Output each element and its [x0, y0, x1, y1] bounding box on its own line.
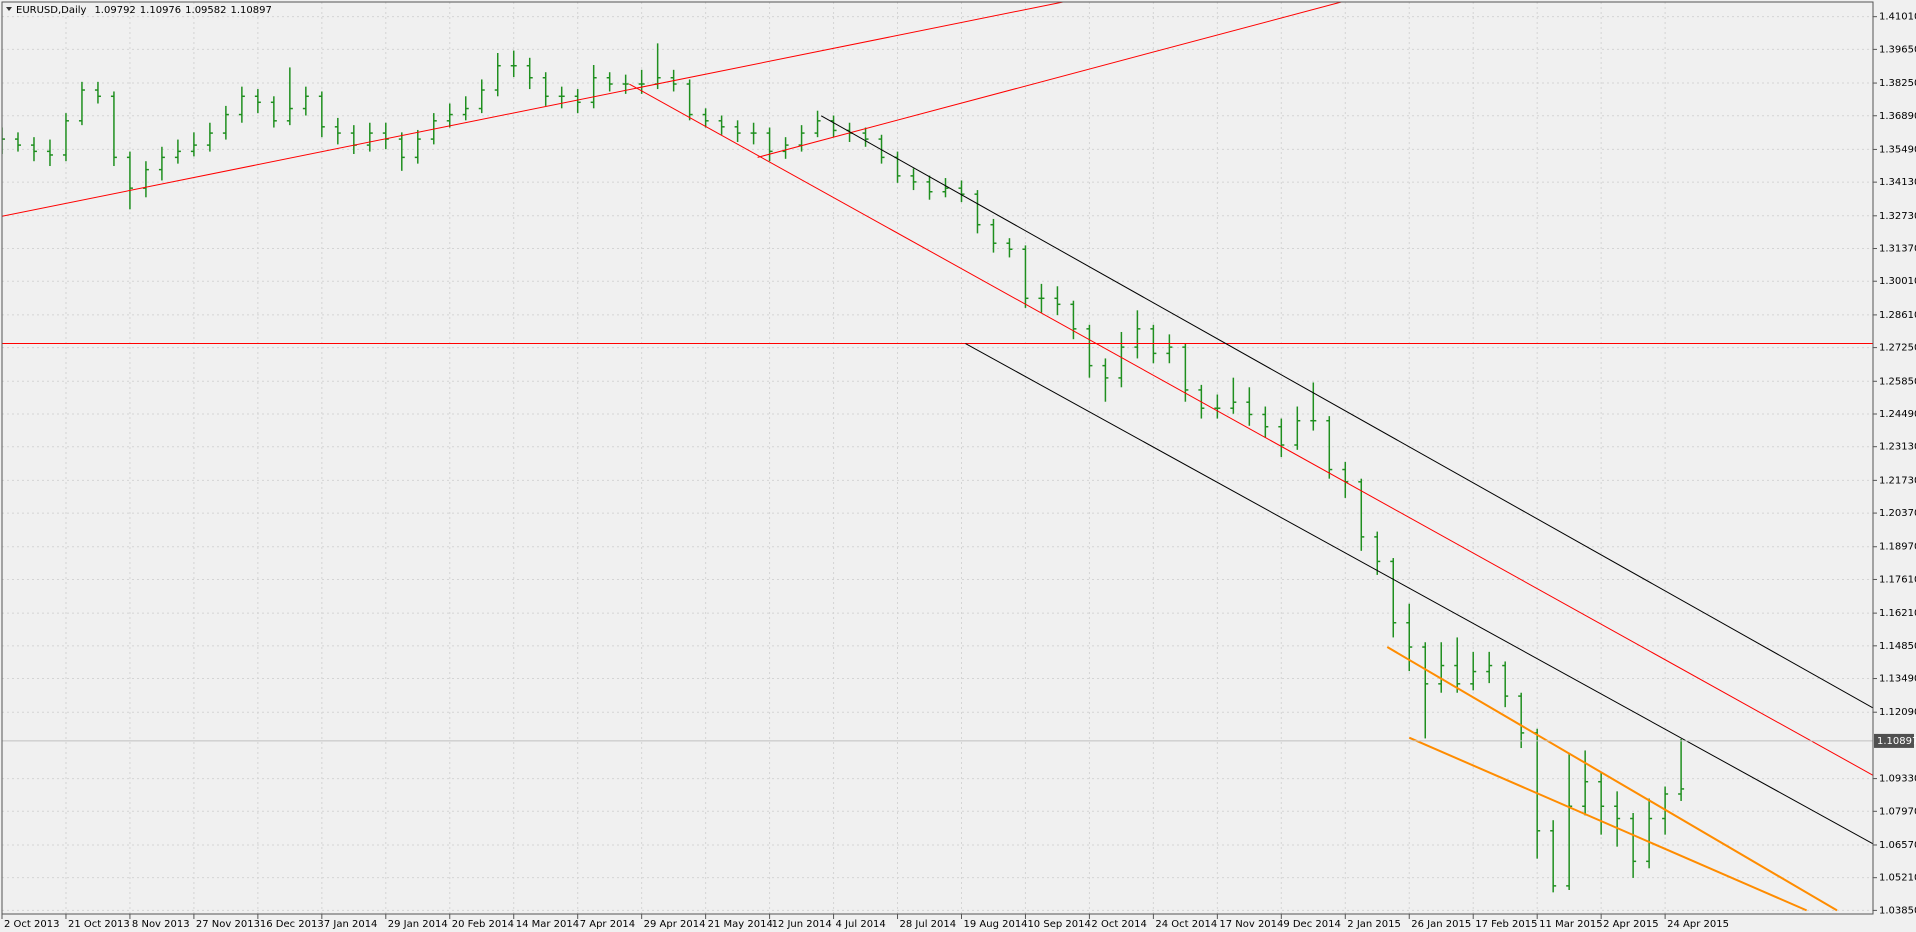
x-tick-label: 4 Jul 2014	[836, 919, 886, 930]
y-tick-label: 1.18970	[1879, 542, 1916, 553]
y-tick-label: 1.35490	[1879, 144, 1916, 155]
y-tick-label: 1.20370	[1879, 508, 1916, 519]
trendline	[757, 2, 1342, 158]
y-tick-label: 1.03850	[1879, 905, 1916, 916]
x-tick-label: 7 Jan 2014	[324, 919, 378, 930]
x-tick-label: 2 Jan 2015	[1347, 919, 1401, 930]
y-tick-label: 1.27250	[1879, 343, 1916, 354]
close: 1.10897	[231, 5, 272, 16]
y-tick-label: 1.17610	[1879, 574, 1916, 585]
trendline	[2, 2, 1064, 217]
axes: 1.41010 1.39650 1.38250 1.36890 1.35490 1.341…	[1, 12, 1916, 930]
x-tick-label: 28 Jul 2014	[900, 919, 957, 930]
y-tick-label: 1.23130	[1879, 442, 1916, 453]
x-tick-label: 8 Nov 2013	[132, 919, 190, 930]
y-tick-label: 1.24490	[1879, 409, 1916, 420]
x-tick-label: 9 Dec 2014	[1283, 919, 1341, 930]
collapse-icon[interactable]	[6, 7, 12, 11]
y-tick-label: 1.34130	[1879, 177, 1916, 188]
x-tick-label: 2 Apr 2015	[1603, 919, 1658, 930]
x-tick-label: 14 Mar 2014	[516, 919, 579, 930]
y-tick-label: 1.39650	[1879, 44, 1916, 55]
x-tick-label: 29 Jan 2014	[388, 919, 448, 930]
x-tick-label: 17 Feb 2015	[1475, 919, 1537, 930]
x-tick-label: 17 Nov 2014	[1219, 919, 1283, 930]
y-tick-label: 1.28610	[1879, 310, 1916, 321]
x-tick-label: 20 Feb 2014	[452, 919, 514, 930]
x-tick-label: 27 Nov 2013	[196, 919, 260, 930]
x-tick-label: 21 May 2014	[708, 919, 773, 930]
y-tick-label: 1.38250	[1879, 78, 1916, 89]
x-tick-label: 12 Jun 2014	[772, 919, 832, 930]
x-tick-label: 26 Jan 2015	[1411, 919, 1471, 930]
chart-header: EURUSD,Daily 1.09792 1.10976 1.09582 1.10897	[16, 5, 272, 16]
plot-area	[2, 2, 1873, 912]
x-tick-label: 24 Apr 2015	[1667, 919, 1729, 930]
trendline	[820, 115, 1873, 709]
y-tick-label: 1.32730	[1879, 211, 1916, 222]
y-tick-label: 1.06570	[1879, 840, 1916, 851]
x-tick-label: 16 Dec 2013	[260, 919, 324, 930]
last-price-box	[1874, 733, 1914, 748]
y-tick-label: 1.05210	[1879, 873, 1916, 884]
x-tick-label: 10 Sep 2014	[1027, 919, 1090, 930]
y-tick-label: 1.25850	[1879, 376, 1916, 387]
x-tick-label: 29 Apr 2014	[644, 919, 706, 930]
trendline	[965, 343, 1873, 845]
trendline	[1408, 736, 1808, 912]
y-tick-label: 1.12090	[1879, 707, 1916, 718]
y-tick-label: 1.31370	[1879, 244, 1916, 255]
high: 1.10976	[140, 5, 181, 16]
y-tick-label: 1.16210	[1879, 608, 1916, 619]
y-tick-label: 1.14850	[1879, 641, 1916, 652]
y-tick-label: 1.41010	[1879, 12, 1916, 23]
y-tick-label: 1.36890	[1879, 111, 1916, 122]
x-tick-label: 19 Aug 2014	[963, 919, 1027, 930]
x-tick-label: 2 Oct 2014	[1091, 919, 1146, 930]
x-tick-label: 21 Oct 2013	[68, 919, 130, 930]
y-tick-label: 1.07970	[1879, 806, 1916, 817]
x-tick-label: 7 Apr 2014	[580, 919, 635, 930]
x-tick-label: 11 Mar 2015	[1539, 919, 1602, 930]
x-tick-label: 2 Oct 2013	[4, 919, 59, 930]
low: 1.09582	[185, 5, 226, 16]
y-tick-label: 1.21730	[1879, 475, 1916, 486]
open: 1.09792	[94, 5, 135, 16]
grid	[1, 2, 1873, 914]
symbol: EURUSD,Daily	[16, 5, 87, 16]
y-tick-label: 1.13490	[1879, 674, 1916, 685]
plot-frame	[1, 1, 1874, 915]
y-tick-label: 1.30010	[1879, 276, 1916, 287]
last-price-label: 1.10897	[1877, 736, 1916, 747]
y-tick-label: 1.09330	[1879, 774, 1916, 785]
x-tick-label: 24 Oct 2014	[1155, 919, 1217, 930]
trendline	[629, 83, 1873, 776]
trendline	[1386, 646, 1838, 912]
